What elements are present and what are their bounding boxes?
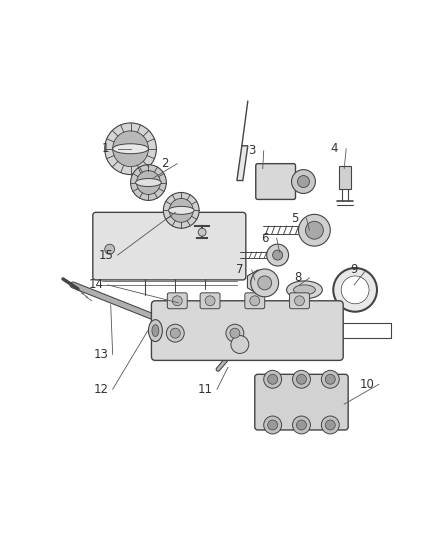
FancyBboxPatch shape bbox=[255, 374, 348, 430]
Circle shape bbox=[163, 192, 199, 228]
Circle shape bbox=[341, 276, 369, 304]
Text: 11: 11 bbox=[198, 383, 212, 395]
Circle shape bbox=[166, 324, 184, 342]
Circle shape bbox=[297, 420, 307, 430]
Ellipse shape bbox=[293, 285, 315, 295]
Text: 10: 10 bbox=[360, 378, 374, 391]
Text: 9: 9 bbox=[350, 263, 358, 277]
Text: 6: 6 bbox=[261, 232, 268, 245]
FancyBboxPatch shape bbox=[93, 212, 246, 280]
Ellipse shape bbox=[168, 206, 194, 214]
Circle shape bbox=[105, 123, 156, 175]
Ellipse shape bbox=[113, 144, 148, 154]
Circle shape bbox=[273, 250, 283, 260]
Circle shape bbox=[264, 370, 282, 388]
Text: 2: 2 bbox=[162, 157, 169, 170]
Circle shape bbox=[170, 328, 180, 338]
Circle shape bbox=[113, 131, 148, 167]
Polygon shape bbox=[247, 270, 268, 294]
Circle shape bbox=[321, 370, 339, 388]
Circle shape bbox=[321, 416, 339, 434]
Circle shape bbox=[293, 416, 311, 434]
Ellipse shape bbox=[148, 320, 162, 342]
Ellipse shape bbox=[135, 179, 161, 187]
Ellipse shape bbox=[286, 281, 322, 299]
FancyBboxPatch shape bbox=[290, 293, 309, 309]
FancyBboxPatch shape bbox=[256, 164, 296, 199]
Circle shape bbox=[292, 169, 315, 193]
FancyBboxPatch shape bbox=[167, 293, 187, 309]
Circle shape bbox=[198, 228, 206, 236]
Circle shape bbox=[251, 275, 265, 289]
Circle shape bbox=[325, 374, 335, 384]
Text: 12: 12 bbox=[93, 383, 108, 395]
Text: 7: 7 bbox=[236, 263, 244, 277]
Circle shape bbox=[333, 268, 377, 312]
Circle shape bbox=[137, 171, 160, 195]
Circle shape bbox=[293, 370, 311, 388]
Ellipse shape bbox=[152, 325, 159, 336]
Text: 14: 14 bbox=[88, 278, 103, 292]
FancyBboxPatch shape bbox=[245, 293, 265, 309]
Circle shape bbox=[264, 416, 282, 434]
FancyBboxPatch shape bbox=[152, 301, 343, 360]
Circle shape bbox=[105, 244, 115, 254]
Circle shape bbox=[170, 198, 193, 222]
Text: 13: 13 bbox=[93, 348, 108, 361]
Circle shape bbox=[250, 296, 260, 306]
Circle shape bbox=[305, 221, 323, 239]
Circle shape bbox=[297, 175, 309, 188]
Circle shape bbox=[131, 165, 166, 200]
Circle shape bbox=[205, 296, 215, 306]
Circle shape bbox=[298, 214, 330, 246]
FancyBboxPatch shape bbox=[200, 293, 220, 309]
Circle shape bbox=[251, 269, 279, 297]
Circle shape bbox=[325, 420, 335, 430]
Circle shape bbox=[268, 374, 278, 384]
Text: 8: 8 bbox=[294, 271, 301, 285]
Text: 3: 3 bbox=[248, 144, 255, 157]
Text: 15: 15 bbox=[98, 248, 113, 262]
Text: 1: 1 bbox=[102, 142, 110, 155]
Circle shape bbox=[297, 374, 307, 384]
Circle shape bbox=[226, 324, 244, 342]
Circle shape bbox=[230, 328, 240, 338]
Text: 4: 4 bbox=[331, 142, 338, 155]
Polygon shape bbox=[237, 146, 248, 181]
Circle shape bbox=[258, 276, 272, 290]
Circle shape bbox=[231, 336, 249, 353]
Text: 5: 5 bbox=[291, 212, 298, 225]
Circle shape bbox=[172, 296, 182, 306]
Circle shape bbox=[268, 420, 278, 430]
Bar bbox=[339, 166, 351, 190]
Circle shape bbox=[267, 244, 289, 266]
Circle shape bbox=[294, 296, 304, 306]
